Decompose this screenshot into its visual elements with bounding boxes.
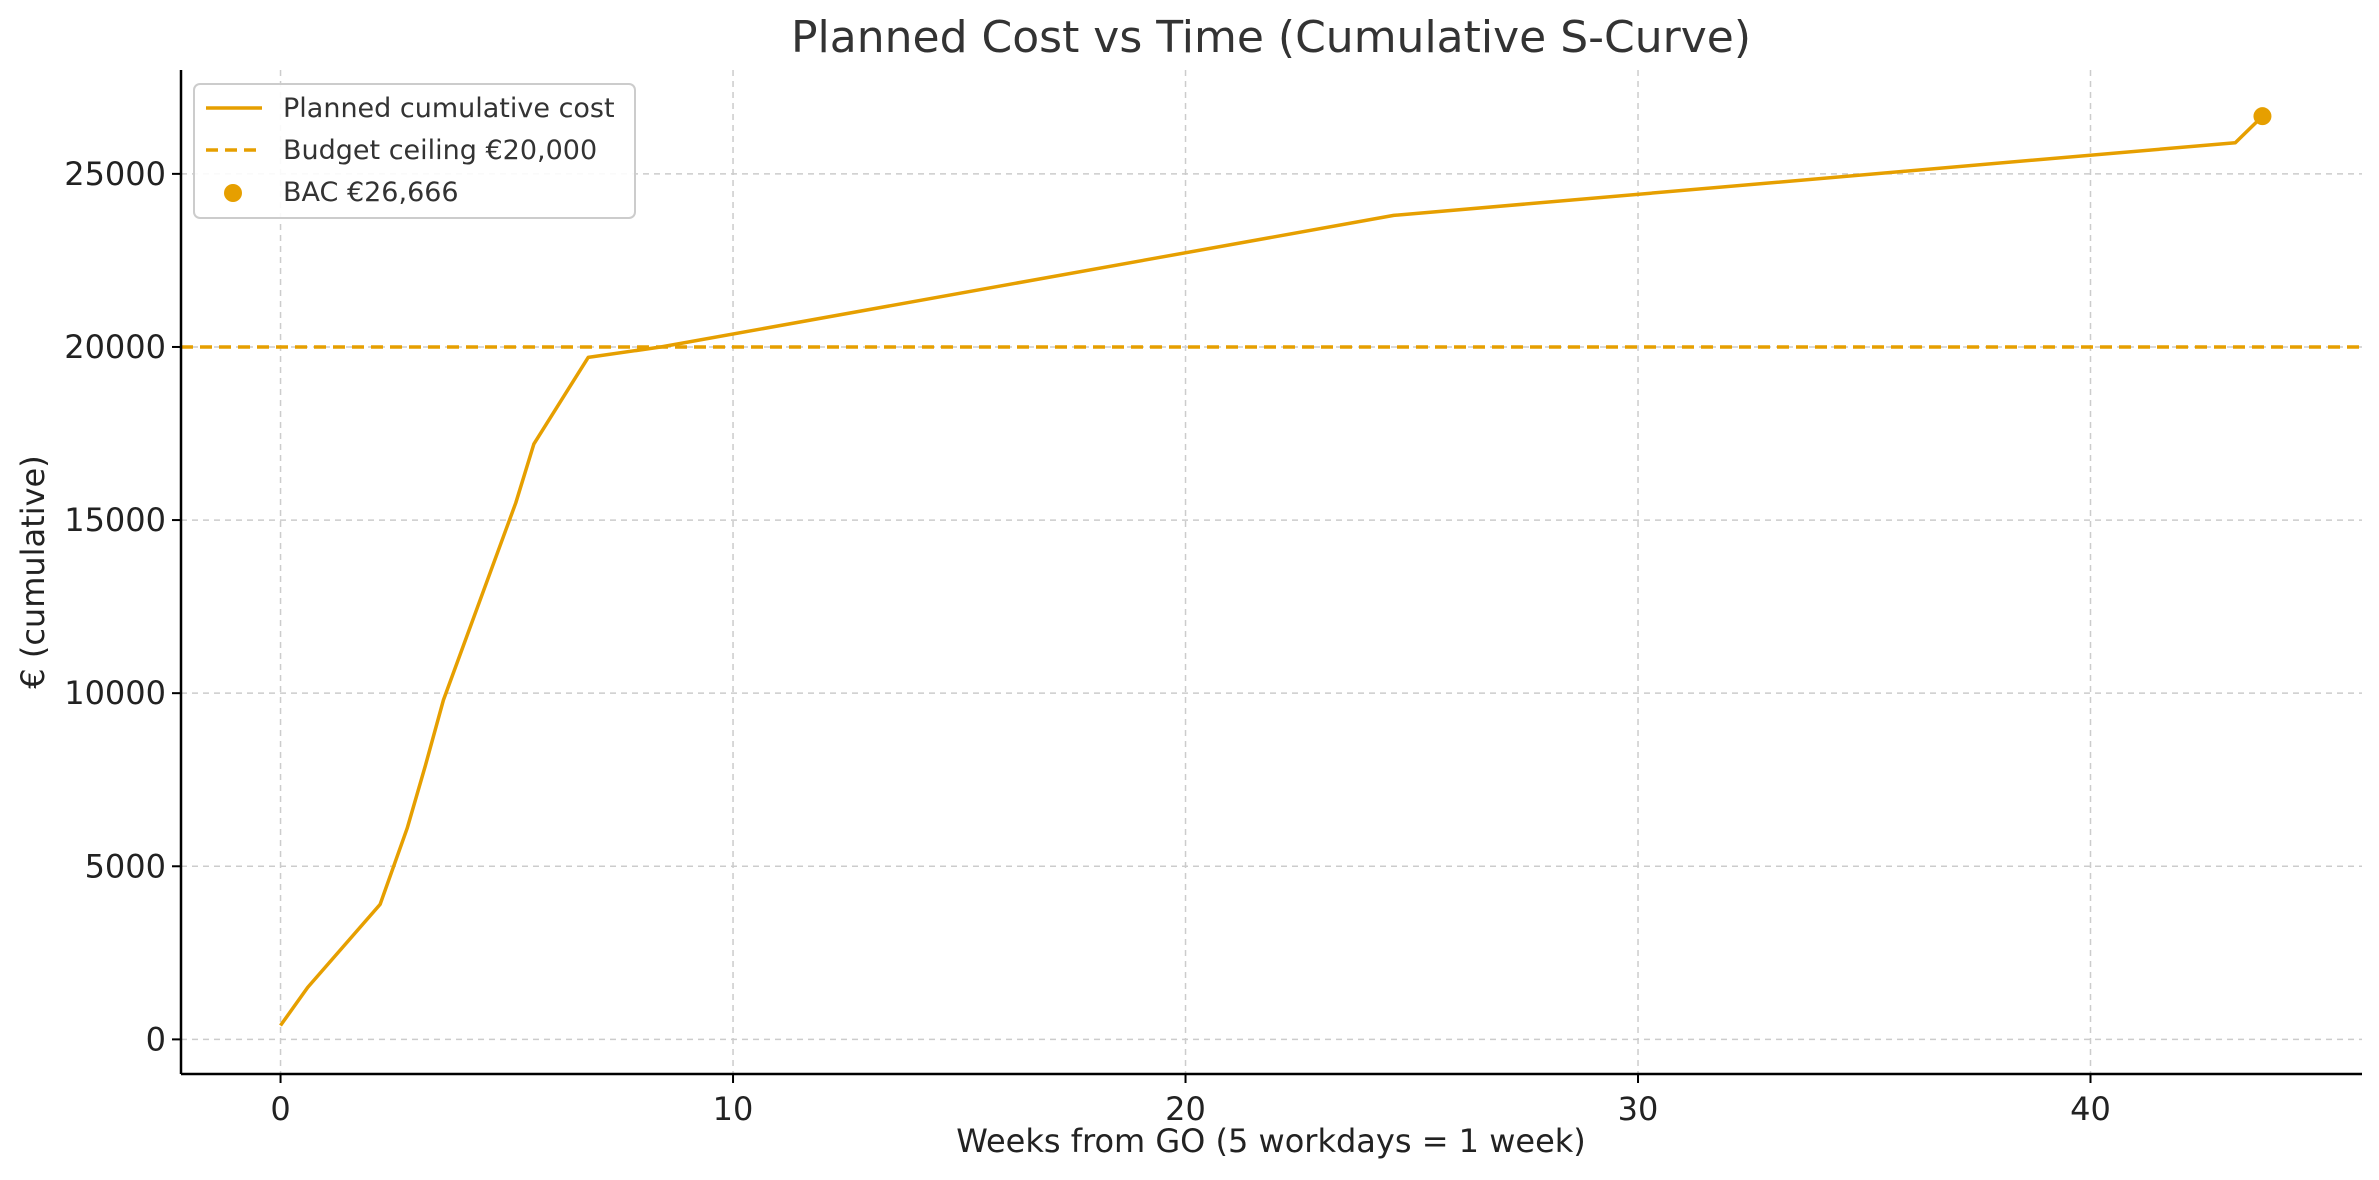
bac-point: [2253, 107, 2272, 126]
y-tick-label: 10000: [64, 674, 166, 712]
legend-box: [193, 83, 636, 219]
y-tick-label: 15000: [64, 501, 166, 539]
x-tick-label: 30: [1618, 1090, 1659, 1128]
legend-swatch-bac-point: [224, 184, 242, 202]
legend-label-planned: Planned cumulative cost: [283, 93, 615, 124]
legend-label-budget-ceiling: Budget ceiling €20,000: [283, 135, 597, 166]
x-axis-label: Weeks from GO (5 workdays = 1 week): [956, 1122, 1586, 1160]
x-tick-label: 10: [713, 1090, 754, 1128]
legend-label-bac: BAC €26,666: [283, 177, 459, 208]
grid-layer: [181, 70, 2362, 1074]
y-tick-label: 25000: [64, 155, 166, 193]
x-tick-label: 0: [270, 1090, 290, 1128]
x-tick-label: 40: [2070, 1090, 2111, 1128]
y-tick-layer: 0 5000 10000 15000 20000 25000: [64, 155, 181, 1058]
y-tick-label: 0: [146, 1020, 166, 1058]
point-layer: [2253, 107, 2272, 126]
legend: Planned cumulative cost Budget ceiling €…: [193, 83, 636, 219]
chart-title: Planned Cost vs Time (Cumulative S-Curve…: [791, 12, 1751, 63]
x-tick-layer: 0 10 20 30 40: [270, 1074, 2111, 1128]
series-layer: [279, 114, 2264, 1027]
y-axis-label: € (cumulative): [14, 455, 52, 688]
y-tick-label: 20000: [64, 328, 166, 366]
x-tick-label: 20: [1165, 1090, 1206, 1128]
planned-cost-line: [279, 114, 2264, 1027]
y-tick-label: 5000: [85, 847, 166, 885]
